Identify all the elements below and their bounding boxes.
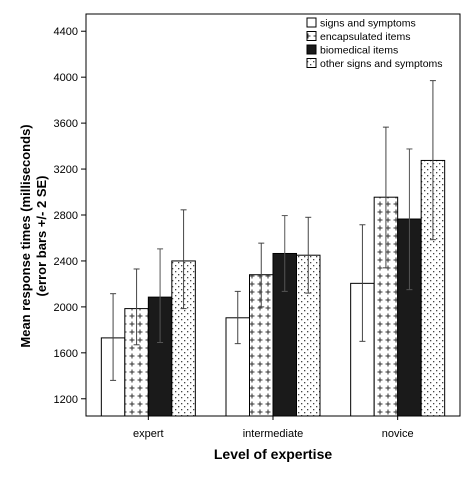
legend-label: encapsulated items [320, 31, 410, 43]
y-tick-label: 1200 [54, 394, 78, 406]
legend-label: other signs and symptoms [320, 58, 443, 70]
x-tick-label: novice [382, 428, 414, 440]
bars-group [100, 159, 446, 417]
y-tick-label: 4000 [54, 72, 78, 84]
legend-label: biomedical items [320, 45, 398, 57]
x-tick-label: expert [133, 428, 164, 440]
legend-swatch [306, 17, 317, 28]
legend-label: signs and symptoms [320, 18, 416, 30]
x-axis-title: Level of expertise [214, 446, 332, 462]
y-tick-label: 3200 [54, 164, 78, 176]
legend-swatch [306, 58, 317, 68]
y-tick-label: 2800 [54, 210, 78, 222]
y-axis-title-line-1: Mean response times (milliseconds) [18, 124, 33, 347]
y-tick-label: 4400 [54, 26, 78, 38]
y-tick-label: 2000 [54, 302, 78, 314]
x-axis: expert intermediate novice [133, 416, 414, 440]
y-tick-label: 2400 [54, 256, 78, 268]
y-axis-title-line-2: (error bars +/- 2 SE) [34, 175, 49, 296]
y-axis: 1200 1600 2000 2400 2800 3200 3600 4000 4400 [54, 26, 86, 406]
error-bars-group [110, 80, 436, 381]
legend-swatch [306, 44, 317, 55]
x-tick-label: intermediate [243, 428, 304, 440]
legend-swatch [306, 31, 317, 41]
y-tick-label: 1600 [54, 348, 78, 360]
y-tick-label: 3600 [54, 118, 78, 130]
